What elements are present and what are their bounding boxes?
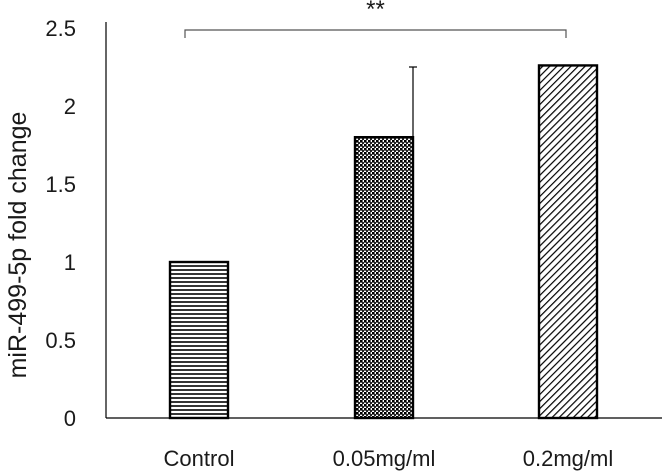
significance-bracket [184,29,567,38]
y-tick-label: 2 [64,94,76,119]
bar-1 [168,260,230,420]
bar-3 [537,64,599,420]
bar-2 [353,135,415,420]
y-tick-label: 1 [64,250,76,275]
x-tick-label: 0.05mg/ml [333,446,436,471]
x-tick-label: Control [164,446,235,471]
y-tick-label: 0.5 [45,328,76,353]
y-tick-label: 0 [64,406,76,431]
x-tick-label: 0.2mg/ml [523,446,613,471]
y-tick-label: 2.5 [45,16,76,41]
y-tick-label: 1.5 [45,172,76,197]
y-axis-label: miR-499-5p fold change [4,112,32,379]
significance-label: ** [366,0,385,23]
